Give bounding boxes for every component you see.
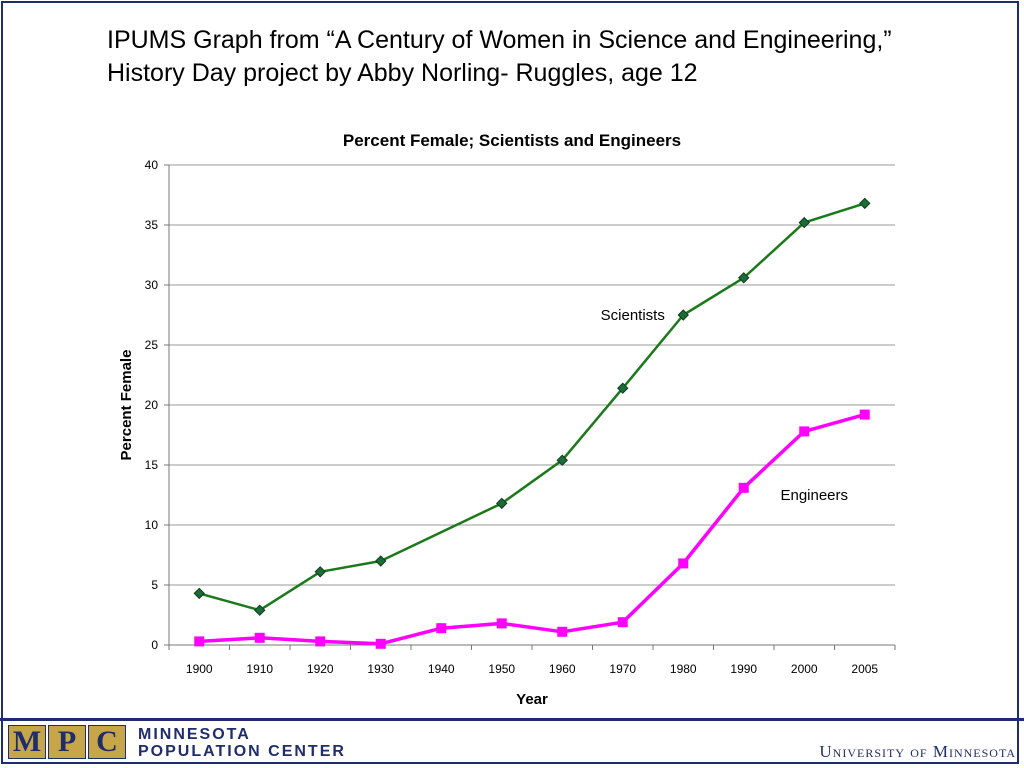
mpc-letter-m: M <box>8 725 46 759</box>
series-layer <box>193 197 871 649</box>
engineers-point <box>315 636 326 647</box>
y-tick-label: 10 <box>145 518 159 532</box>
series-line-scientists <box>198 202 866 612</box>
line-chart: Percent Female; Scientists and Engineers… <box>118 131 896 708</box>
footer-rule <box>0 718 1024 721</box>
y-tick-label: 15 <box>145 458 159 472</box>
grid-layer <box>169 164 895 586</box>
x-tick-label: 1900 <box>186 662 213 676</box>
y-tick-label: 25 <box>145 338 159 352</box>
x-tick-label: 1910 <box>246 662 273 676</box>
engineers-point <box>375 638 386 649</box>
scientists-point <box>677 309 689 321</box>
x-tick-label: 2000 <box>791 662 818 676</box>
engineers-point <box>496 618 507 629</box>
y-axis-label: Percent Female <box>118 350 135 461</box>
engineers-point <box>254 632 265 643</box>
engineers-point <box>859 409 870 420</box>
x-axis-label: Year <box>516 691 548 708</box>
engineers-point <box>557 626 568 637</box>
scientists-point <box>314 566 326 578</box>
scientists-point <box>738 272 750 284</box>
engineers-point <box>617 617 628 628</box>
series-label-scientists: Scientists <box>601 307 665 324</box>
engineers-point <box>738 482 749 493</box>
y-tick-label: 35 <box>145 218 159 232</box>
x-tick-label: 1920 <box>307 662 334 676</box>
chart-title: Percent Female; Scientists and Engineers <box>343 131 681 150</box>
scientists-point <box>193 587 205 600</box>
y-tick-label: 40 <box>145 158 159 172</box>
mpc-name-line2: Population Center <box>138 743 346 760</box>
scientists-point <box>617 382 629 394</box>
engineers-point <box>194 636 205 647</box>
axis-layer: 0 5 10 15 20 25 30 35 40 1900 1910 1920 1930 1940 1950… <box>145 158 896 676</box>
x-tick-label: 1970 <box>609 662 636 676</box>
scientists-point <box>496 497 508 510</box>
slide-title-line2: History Day project by Abby Norling- Rug… <box>107 59 698 87</box>
x-tick-label: 1950 <box>488 662 515 676</box>
scientists-point <box>798 216 810 229</box>
x-tick-label: 2005 <box>851 662 878 676</box>
scientists-point <box>375 555 387 567</box>
x-tick-label: 1960 <box>549 662 576 676</box>
engineers-point <box>436 623 447 634</box>
university-name: University of Minnesota <box>819 742 1016 761</box>
mpc-name: Minnesota Population Center <box>138 726 346 760</box>
y-tick-label: 0 <box>151 638 158 652</box>
scientists-point <box>254 604 266 616</box>
label-layer: Scientists Engineers <box>601 307 848 504</box>
x-tick-label: 1930 <box>367 662 394 676</box>
x-tick-label: 1990 <box>730 662 757 676</box>
x-tick-label: 1980 <box>670 662 697 676</box>
y-tick-label: 20 <box>145 398 159 412</box>
slide-title-line1: IPUMS Graph from “A Century of Women in … <box>107 26 892 54</box>
engineers-point <box>678 558 689 569</box>
series-label-engineers: Engineers <box>780 487 848 504</box>
scientists-point <box>556 454 568 466</box>
y-tick-label: 30 <box>145 278 159 292</box>
mpc-logo: M P C <box>8 725 128 761</box>
engineers-point <box>799 426 810 437</box>
mpc-letter-p: P <box>48 725 86 759</box>
mpc-letter-c: C <box>88 725 126 759</box>
scientists-point <box>859 197 871 210</box>
slide-title: IPUMS Graph from “A Century of Women in … <box>107 24 1007 90</box>
x-tick-label: 1940 <box>428 662 455 676</box>
series-line-engineers <box>199 412 866 646</box>
mpc-name-line1: Minnesota <box>138 726 251 743</box>
y-tick-label: 5 <box>151 578 158 592</box>
